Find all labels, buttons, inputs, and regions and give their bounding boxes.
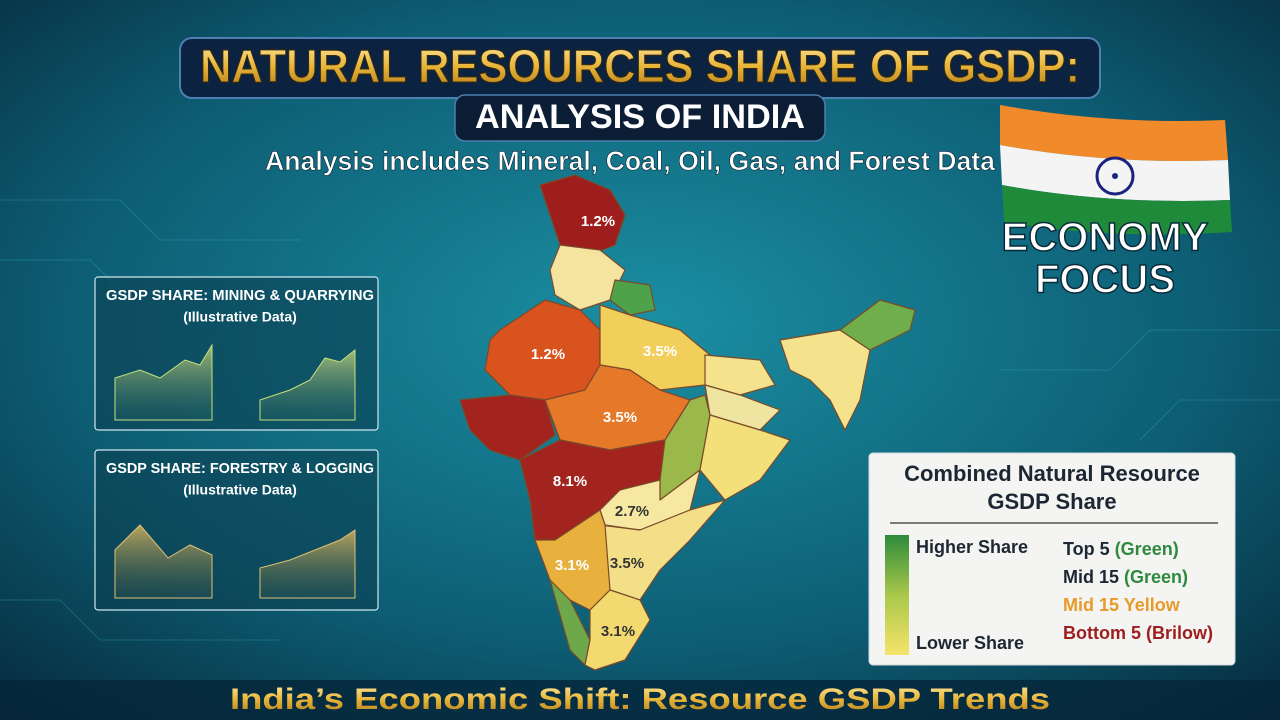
panel-sparkline xyxy=(259,529,356,599)
legend-item: Top 5 (Green) xyxy=(1063,539,1179,559)
legend-title: GSDP Share xyxy=(987,489,1116,514)
india-map xyxy=(459,174,916,671)
subtitle-box xyxy=(454,94,826,142)
panel-title: GSDP SHARE: MINING & QUARRYING xyxy=(106,287,374,304)
panel-sparkline xyxy=(114,524,213,599)
legend-title: Combined Natural Resource xyxy=(904,461,1200,486)
legend-item: Mid 15 Yellow xyxy=(1063,595,1181,615)
legend-high: Higher Share xyxy=(916,537,1028,557)
map-label: 1.2% xyxy=(531,346,565,363)
subtitle: ANALYSIS OF INDIA xyxy=(475,98,805,136)
badge-text: FOCUS xyxy=(1035,258,1175,302)
legend-item: Bottom 5 (Brilow) xyxy=(1063,623,1213,643)
legend-item-text: Mid 15 xyxy=(1063,567,1119,587)
flag xyxy=(1000,105,1232,235)
map-label: 8.1% xyxy=(553,473,587,490)
map-label: 3.5% xyxy=(643,343,677,360)
legend-item-note: (Green) xyxy=(1124,567,1188,587)
map-label: 2.7% xyxy=(615,503,649,520)
title: NATURAL RESOURCES SHARE OF GSDP: xyxy=(200,40,1080,92)
panel-sparkline xyxy=(259,348,356,421)
map-label: 1.2% xyxy=(581,213,615,230)
badge-text: ECONOMY xyxy=(1002,216,1209,260)
footer: India’s Economic Shift: Resource GSDP Tr… xyxy=(230,683,1050,716)
panel-note: (Illustrative Data) xyxy=(183,482,297,498)
panel-title: GSDP SHARE: FORESTRY & LOGGING xyxy=(106,460,374,477)
legend-item-text: Top 5 xyxy=(1063,539,1110,559)
map-label: 3.1% xyxy=(601,623,635,640)
footer-band xyxy=(0,680,1280,720)
legend-low: Lower Share xyxy=(916,633,1024,653)
legend-item: Mid 15 (Green) xyxy=(1063,567,1188,587)
map-label: 3.1% xyxy=(555,557,589,574)
panel-sparkline xyxy=(114,343,213,421)
map-label: 3.5% xyxy=(603,409,637,426)
legend-scale xyxy=(885,535,909,655)
map-label: 3.5% xyxy=(610,555,644,572)
panel-note: (Illustrative Data) xyxy=(183,309,297,325)
legend-box xyxy=(868,452,1236,666)
circuit-lines xyxy=(0,199,1280,641)
legend-item-note: (Green) xyxy=(1115,539,1179,559)
tagline: Analysis includes Mineral, Coal, Oil, Ga… xyxy=(265,146,996,176)
